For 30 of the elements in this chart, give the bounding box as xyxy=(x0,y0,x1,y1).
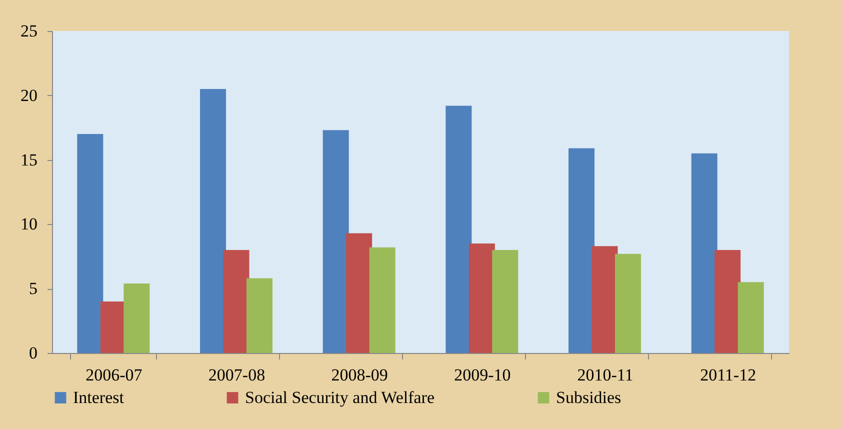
x-tick-label: 2010-11 xyxy=(577,366,634,384)
legend-label: Interest xyxy=(73,388,124,407)
bar xyxy=(77,134,104,353)
bar xyxy=(446,106,472,353)
x-tick-label: 2006-07 xyxy=(86,366,143,384)
y-tick-label: 0 xyxy=(29,344,38,362)
bar xyxy=(738,282,764,353)
x-tick-label: 2009-10 xyxy=(454,366,511,384)
y-tick-label: 20 xyxy=(20,86,38,105)
y-tick-label: 25 xyxy=(20,22,38,40)
y-tick-label: 10 xyxy=(20,214,38,234)
x-tick-label: 2008-09 xyxy=(331,366,388,384)
bar xyxy=(124,283,150,353)
legend-label: Social Security and Welfare xyxy=(245,388,434,407)
x-tick-label: 2011-12 xyxy=(700,366,756,384)
y-tick-label: 15 xyxy=(20,150,38,170)
bar xyxy=(614,254,641,353)
bar xyxy=(200,88,226,353)
bar xyxy=(322,130,349,353)
y-tick-label: 5 xyxy=(29,279,38,298)
bar xyxy=(246,278,272,353)
bar xyxy=(492,250,518,353)
x-tick-label: 2007-08 xyxy=(208,366,266,384)
bar xyxy=(369,247,396,353)
bar xyxy=(714,250,741,353)
bar xyxy=(691,153,718,353)
bar xyxy=(568,148,595,353)
bar xyxy=(346,233,372,353)
legend-label: Subsidies xyxy=(556,388,622,407)
bar xyxy=(223,250,250,353)
